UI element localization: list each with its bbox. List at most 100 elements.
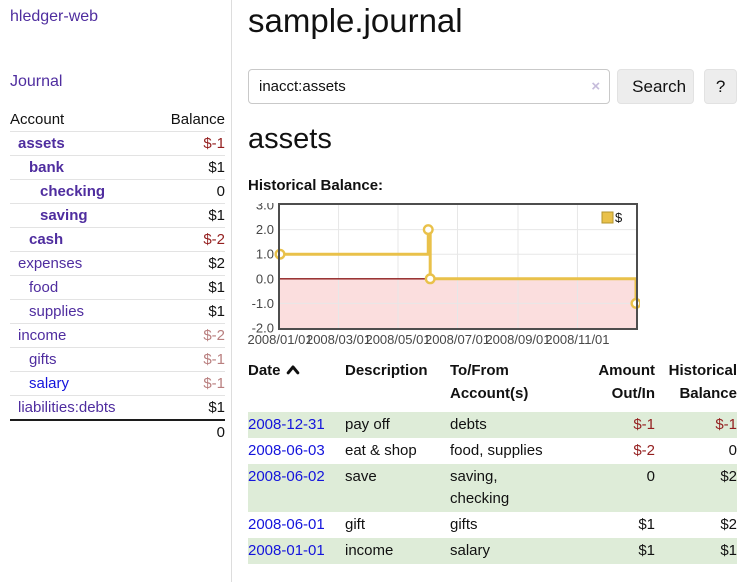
account-row: food $1 <box>10 276 225 300</box>
accounts-col-balance: Balance <box>152 108 225 132</box>
app-window: hledger-web Journal Account Balance asse… <box>0 0 742 582</box>
sidebar-account-link[interactable]: assets <box>18 135 65 152</box>
register-row: 2008-12-31pay offdebts$-1$-1 <box>248 412 737 438</box>
legend-swatch <box>602 212 613 223</box>
transaction-accounts: gifts <box>450 512 580 538</box>
sidebar-account-link[interactable]: supplies <box>29 303 84 320</box>
transaction-date-link[interactable]: 2008-12-31 <box>248 412 345 438</box>
account-row: bank $1 <box>10 156 225 180</box>
register-row: 2008-01-01incomesalary$1$1 <box>248 538 737 564</box>
account-row: gifts $-1 <box>10 348 225 372</box>
accounts-table-body: assets$-1bank$1checking0saving$1cash$-2e… <box>10 132 225 421</box>
account-row: liabilities:debts $1 <box>10 396 225 421</box>
sidebar-account-link[interactable]: liabilities:debts <box>18 399 116 416</box>
sidebar-account-link[interactable]: income <box>18 327 66 344</box>
sidebar-item-journal[interactable]: Journal <box>10 73 224 91</box>
register-table: Date Description To/From Account(s) Amou… <box>248 359 737 564</box>
account-balance: $-2 <box>152 228 225 252</box>
sidebar-account-link[interactable]: food <box>29 279 58 296</box>
transaction-date-link[interactable]: 2008-01-01 <box>248 538 345 564</box>
y-tick-label: 0.0 <box>256 271 274 286</box>
help-button[interactable]: ? <box>704 69 737 104</box>
y-tick-label: 2.0 <box>256 222 274 237</box>
account-row: assets $-1 <box>10 132 225 156</box>
x-tick-label: 2008/11/01 <box>545 332 609 347</box>
register-table-body: 2008-12-31pay offdebts$-1$-12008-06-03ea… <box>248 412 737 564</box>
register-header-row: Date Description To/From Account(s) Amou… <box>248 359 737 412</box>
search-input[interactable] <box>249 71 579 102</box>
transaction-description: income <box>345 538 450 564</box>
transaction-accounts: salary <box>450 538 580 564</box>
account-balance: $1 <box>152 396 225 421</box>
x-tick-label: 2008/09/01 <box>485 332 550 347</box>
transaction-balance: $1 <box>655 538 737 564</box>
account-row: income $-2 <box>10 324 225 348</box>
account-balance: 0 <box>152 180 225 204</box>
accounts-total-value: 0 <box>152 420 225 444</box>
transaction-balance: 0 <box>655 438 737 464</box>
x-tick-label: 2008/01/01 <box>248 332 313 347</box>
transaction-accounts: saving, checking <box>450 464 580 512</box>
historical-balance-chart: $3.02.01.00.0-1.0-2.02008/01/012008/03/0… <box>248 203 640 355</box>
transaction-date-link[interactable]: 2008-06-02 <box>248 464 345 512</box>
y-tick-label: -1.0 <box>252 296 274 311</box>
x-tick-label: 2008/05/01 <box>365 332 430 347</box>
search-button[interactable]: Search <box>617 69 694 104</box>
account-balance: $1 <box>152 276 225 300</box>
accounts-table: Account Balance assets$-1bank$1checking0… <box>10 108 225 444</box>
register-row: 2008-06-02savesaving, checking0$2 <box>248 464 737 512</box>
sidebar: hledger-web Journal Account Balance asse… <box>0 0 232 582</box>
transaction-balance: $2 <box>655 464 737 512</box>
account-row: cash $-2 <box>10 228 225 252</box>
sidebar-account-link[interactable]: cash <box>29 231 63 248</box>
register-col-balance: Historical Balance <box>655 359 737 412</box>
register-col-accounts: To/From Account(s) <box>450 359 580 412</box>
sort-ascending-icon <box>286 359 300 382</box>
transaction-amount: 0 <box>580 464 655 512</box>
register-col-date[interactable]: Date <box>248 359 345 412</box>
data-point-marker <box>424 225 433 234</box>
transaction-amount: $-1 <box>580 412 655 438</box>
account-balance: $-1 <box>152 132 225 156</box>
clear-search-icon[interactable]: × <box>591 78 600 96</box>
page-title: sample.journal <box>248 2 737 40</box>
register-row: 2008-06-03eat & shopfood, supplies$-20 <box>248 438 737 464</box>
sidebar-account-link[interactable]: expenses <box>18 255 82 272</box>
transaction-description: pay off <box>345 412 450 438</box>
transaction-description: save <box>345 464 450 512</box>
account-balance: $-1 <box>152 372 225 396</box>
sidebar-account-link[interactable]: saving <box>40 207 88 224</box>
transaction-description: eat & shop <box>345 438 450 464</box>
account-heading: assets <box>248 123 737 156</box>
sidebar-account-link[interactable]: gifts <box>29 351 57 368</box>
search-box: × <box>248 69 610 104</box>
transaction-balance: $-1 <box>655 412 737 438</box>
transaction-amount: $1 <box>580 512 655 538</box>
register-row: 2008-06-01giftgifts$1$2 <box>248 512 737 538</box>
account-row: salary $-1 <box>10 372 225 396</box>
sidebar-account-link[interactable]: checking <box>40 183 105 200</box>
accounts-total-spacer <box>10 420 152 444</box>
register-col-description: Description <box>345 359 450 412</box>
sidebar-account-link[interactable]: salary <box>29 375 69 392</box>
transaction-accounts: food, supplies <box>450 438 580 464</box>
account-row: checking 0 <box>10 180 225 204</box>
account-balance: $1 <box>152 156 225 180</box>
app-brand-link[interactable]: hledger-web <box>10 8 224 26</box>
chart-label: Historical Balance: <box>248 177 737 194</box>
account-row: expenses $2 <box>10 252 225 276</box>
account-balance: $-1 <box>152 348 225 372</box>
sidebar-account-link[interactable]: bank <box>29 159 64 176</box>
account-balance: $1 <box>152 300 225 324</box>
transaction-date-link[interactable]: 2008-06-01 <box>248 512 345 538</box>
legend-label: $ <box>615 210 623 225</box>
x-tick-label: 2008/07/01 <box>425 332 490 347</box>
account-balance: $-2 <box>152 324 225 348</box>
y-tick-label: 3.0 <box>256 203 274 213</box>
transaction-amount: $-2 <box>580 438 655 464</box>
y-tick-label: 1.0 <box>256 247 274 262</box>
account-balance: $2 <box>152 252 225 276</box>
data-point-marker <box>632 299 640 308</box>
account-row: saving$1 <box>10 204 225 228</box>
transaction-date-link[interactable]: 2008-06-03 <box>248 438 345 464</box>
